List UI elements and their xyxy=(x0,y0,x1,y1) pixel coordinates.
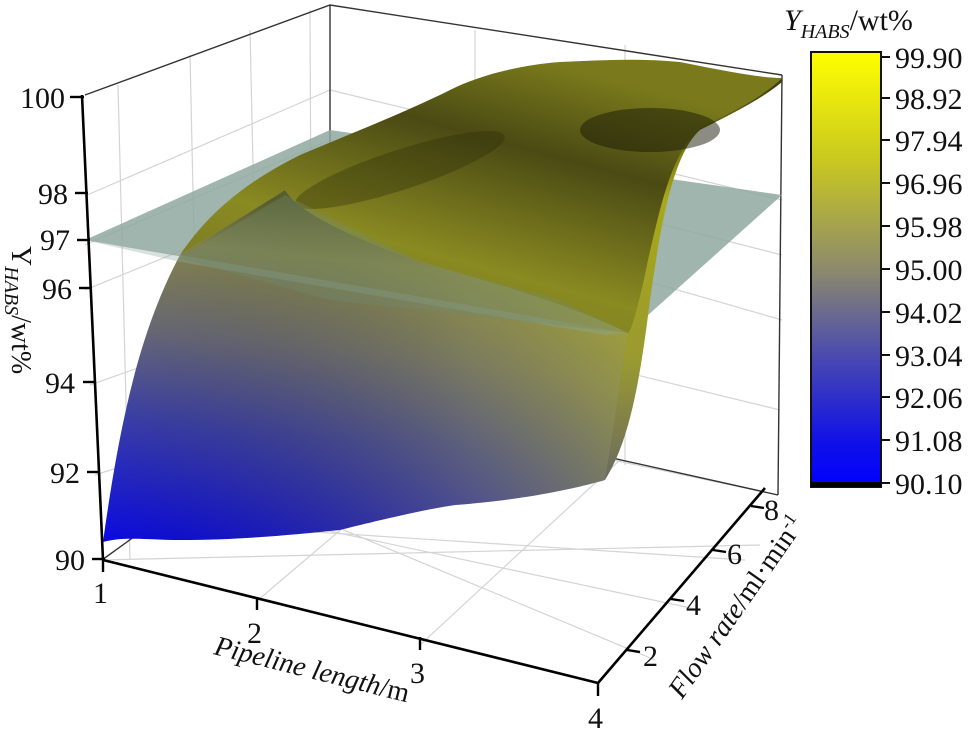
z-tick-96: 96 xyxy=(42,273,72,306)
y-tick-8: 8 xyxy=(764,494,779,527)
cb-tick-1: 98.92 xyxy=(895,83,963,116)
cb-tick-4: 95.98 xyxy=(895,211,963,244)
surface-shadow xyxy=(580,108,720,152)
z-axis-title: YHABS/wt% xyxy=(0,246,36,374)
svg-text:Pipeline length/m: Pipeline length/m xyxy=(210,630,413,709)
colorbar: YHABS/wt% 99.90 98.92 97.94 96.96 95.98 … xyxy=(784,4,963,501)
x-tick-1: 1 xyxy=(93,577,108,610)
surface-shadow-2 xyxy=(295,131,505,209)
z-tick-92: 92 xyxy=(50,457,80,490)
y-tick-2: 2 xyxy=(643,640,658,673)
cb-tick-3: 96.96 xyxy=(895,168,963,201)
z-tick-97: 97 xyxy=(40,224,70,257)
cb-tick-0: 99.90 xyxy=(895,42,963,75)
x-tick-4: 4 xyxy=(588,702,603,732)
cb-tick-2: 97.94 xyxy=(895,125,963,158)
reference-plane-97-overlay xyxy=(180,195,628,333)
cb-tick-7: 93.04 xyxy=(895,340,963,373)
z-tick-100: 100 xyxy=(20,82,65,115)
z-axis: 100 98 97 96 94 92 90 YHABS/wt% xyxy=(0,82,105,577)
cb-tick-6: 94.02 xyxy=(895,297,963,330)
x-axis: 1 2 3 4 Pipeline length/m xyxy=(93,558,603,732)
z-tick-94: 94 xyxy=(45,367,75,400)
x-tick-3: 3 xyxy=(410,657,425,690)
y-axis: 2 4 6 8 Flow rate/ml·min-1 xyxy=(597,487,802,705)
y-tick-6: 6 xyxy=(727,538,742,571)
svg-text:YHABS/wt%: YHABS/wt% xyxy=(0,246,36,374)
x-axis-title: Pipeline length/m xyxy=(210,630,413,709)
cb-tick-10: 90.10 xyxy=(895,468,963,501)
surface-front-tint xyxy=(103,190,628,542)
z-tick-98: 98 xyxy=(38,178,68,211)
y-tick-4: 4 xyxy=(686,589,701,622)
cb-tick-5: 95.00 xyxy=(895,254,963,287)
colorbar-title: YHABS/wt% xyxy=(784,4,913,43)
x-tick-2: 2 xyxy=(247,617,262,650)
cb-tick-8: 92.06 xyxy=(895,382,963,415)
cb-tick-9: 91.08 xyxy=(895,425,963,458)
z-tick-90: 90 xyxy=(55,544,85,577)
reference-plane-97-front xyxy=(85,240,628,335)
